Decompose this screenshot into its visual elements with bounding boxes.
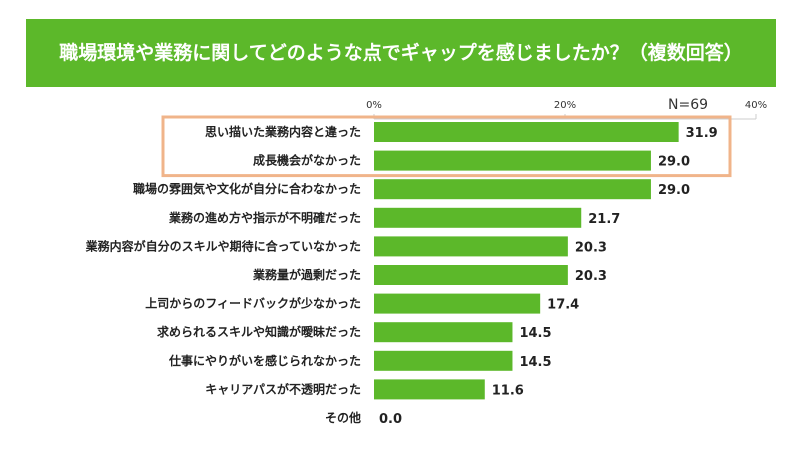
x-tick-label: 40% (745, 100, 767, 111)
category-label: 上司からのフィードバックが少なかった (145, 296, 361, 311)
bar (374, 150, 651, 171)
category-label: 思い描いた業務内容と違った (205, 124, 361, 139)
data-label: 29.0 (658, 155, 690, 170)
category-label: 業務の進め方や指示が不明確だった (168, 210, 361, 225)
data-label: 20.3 (575, 269, 607, 284)
bar (374, 122, 679, 142)
category-label: 求められるスキルや知識が曖昧だった (157, 324, 361, 339)
data-label: 11.6 (492, 383, 524, 398)
bar (374, 350, 513, 371)
data-label: 0.0 (379, 412, 402, 427)
data-label: 20.3 (575, 240, 607, 255)
title-banner: 職場環境や業務に関してどのような点でギャップを感じましたか？（複数回答） (26, 19, 776, 87)
x-tick-label: 20% (554, 100, 576, 111)
bar (374, 322, 513, 343)
chart-title: 職場環境や業務に関してどのような点でギャップを感じましたか？（複数回答） (59, 42, 743, 64)
bar (374, 379, 485, 400)
sample-size-annotation: N=69 (668, 97, 708, 113)
category-label: 仕事にやりがいを感じられなかった (168, 353, 361, 368)
data-label: 14.5 (519, 355, 551, 370)
category-label: その他 (325, 410, 361, 425)
bar (374, 207, 582, 228)
category-label: 成長機会がなかった (253, 153, 361, 168)
data-label: 29.0 (658, 183, 690, 198)
data-label: 31.9 (686, 126, 718, 141)
category-label: 業務内容が自分のスキルや期待に合っていなかった (85, 238, 361, 253)
data-label: 17.4 (547, 298, 579, 313)
category-label: キャリアパスが不透明だった (205, 381, 361, 396)
bar (374, 236, 568, 257)
category-label: 業務量が過剰だった (252, 267, 361, 282)
category-label: 職場の雰囲気や文化が自分に合わなかった (133, 181, 361, 196)
bar (374, 179, 651, 200)
highlight-box (161, 115, 732, 178)
x-tick-label: 0% (366, 100, 382, 111)
bar (374, 265, 568, 285)
bar (374, 293, 541, 314)
data-label: 14.5 (519, 326, 551, 341)
data-label: 21.7 (588, 212, 620, 227)
